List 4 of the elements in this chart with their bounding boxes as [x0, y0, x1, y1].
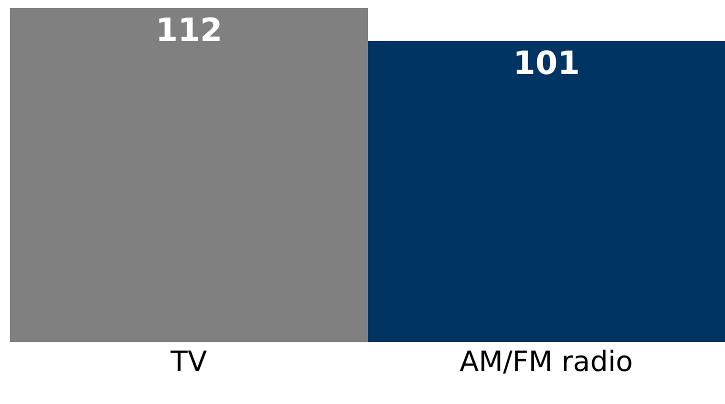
data-label: 101 — [513, 44, 580, 82]
data-label: 112 — [156, 11, 222, 49]
x-tick-label: TV — [170, 345, 207, 378]
x-tick-label: AM/FM radio — [460, 345, 633, 378]
